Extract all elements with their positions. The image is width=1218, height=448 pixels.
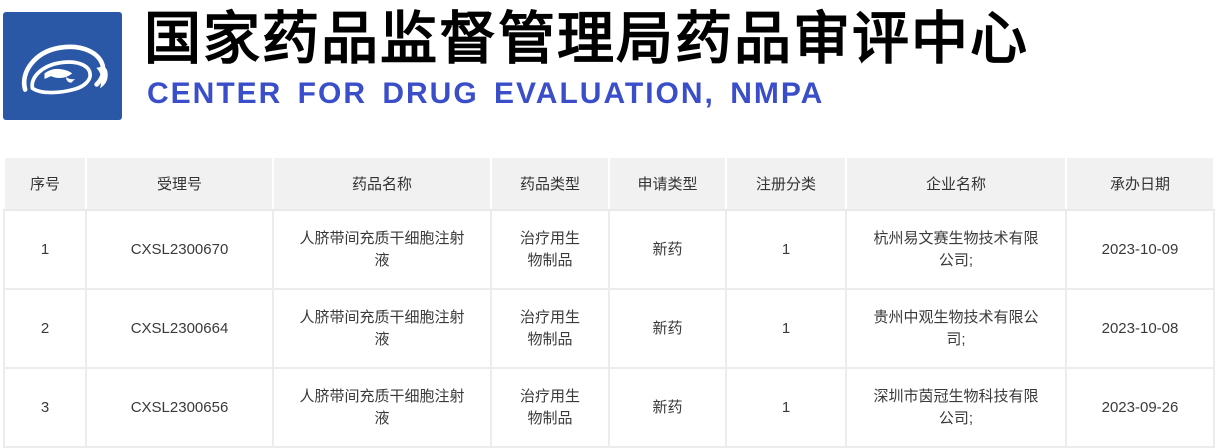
column-header-registration-category: 注册分类 xyxy=(725,156,847,211)
cell-acceptance-no: CXSL2300664 xyxy=(85,288,274,369)
cde-logo[interactable] xyxy=(3,12,122,120)
page-title-chinese: 国家药品监督管理局药品审评中心 xyxy=(144,7,1029,71)
column-header-application-type: 申请类型 xyxy=(608,156,727,211)
cell-drug-name: 人脐带间充质干细胞注射液 xyxy=(272,209,492,290)
column-header-drug-name: 药品名称 xyxy=(272,156,492,211)
column-header-acceptance-date: 承办日期 xyxy=(1065,156,1215,211)
table-row: 1 CXSL2300670 人脐带间充质干细胞注射液 治疗用生物制品 新药 1 … xyxy=(3,209,1215,290)
cell-drug-name: 人脐带间充质干细胞注射液 xyxy=(272,288,492,369)
cell-drug-type: 治疗用生物制品 xyxy=(490,288,610,369)
cell-serial-no: 3 xyxy=(3,367,87,448)
table-row: 3 CXSL2300656 人脐带间充质干细胞注射液 治疗用生物制品 新药 1 … xyxy=(3,367,1215,448)
cell-company-name: 贵州中观生物技术有限公司; xyxy=(845,288,1067,369)
cell-acceptance-date: 2023-10-08 xyxy=(1065,288,1215,369)
cell-company-name: 深圳市茵冠生物科技有限公司; xyxy=(845,367,1067,448)
cell-serial-no: 2 xyxy=(3,288,87,369)
banner-titles: 国家药品监督管理局药品审评中心 CENTER FOR DRUG EVALUATI… xyxy=(144,2,1029,112)
site-banner: 国家药品监督管理局药品审评中心 CENTER FOR DRUG EVALUATI… xyxy=(0,0,1218,120)
cde-fish-logo-icon xyxy=(7,16,119,116)
column-header-acceptance-no: 受理号 xyxy=(85,156,274,211)
page-title-english: CENTER FOR DRUG EVALUATION, NMPA xyxy=(147,77,825,110)
column-header-serial-no: 序号 xyxy=(3,156,87,211)
cell-drug-type: 治疗用生物制品 xyxy=(490,209,610,290)
cell-registration-category: 1 xyxy=(725,209,847,290)
cell-acceptance-no: CXSL2300656 xyxy=(85,367,274,448)
cell-application-type: 新药 xyxy=(608,288,727,369)
cell-application-type: 新药 xyxy=(608,367,727,448)
cell-company-name: 杭州易文赛生物技术有限公司; xyxy=(845,209,1067,290)
cell-acceptance-date: 2023-10-09 xyxy=(1065,209,1215,290)
table-header-row: 序号 受理号 药品名称 药品类型 申请类型 注册分类 企业名称 承办日期 xyxy=(3,156,1215,211)
column-header-company-name: 企业名称 xyxy=(845,156,1067,211)
cell-serial-no: 1 xyxy=(3,209,87,290)
cell-acceptance-date: 2023-09-26 xyxy=(1065,367,1215,448)
cell-drug-name: 人脐带间充质干细胞注射液 xyxy=(272,367,492,448)
cell-registration-category: 1 xyxy=(725,288,847,369)
table-row: 2 CXSL2300664 人脐带间充质干细胞注射液 治疗用生物制品 新药 1 … xyxy=(3,288,1215,369)
drug-application-results-table: 序号 受理号 药品名称 药品类型 申请类型 注册分类 企业名称 承办日期 1 C… xyxy=(3,156,1215,448)
cell-acceptance-no: CXSL2300670 xyxy=(85,209,274,290)
cell-registration-category: 1 xyxy=(725,367,847,448)
cell-drug-type: 治疗用生物制品 xyxy=(490,367,610,448)
cell-application-type: 新药 xyxy=(608,209,727,290)
column-header-drug-type: 药品类型 xyxy=(490,156,610,211)
